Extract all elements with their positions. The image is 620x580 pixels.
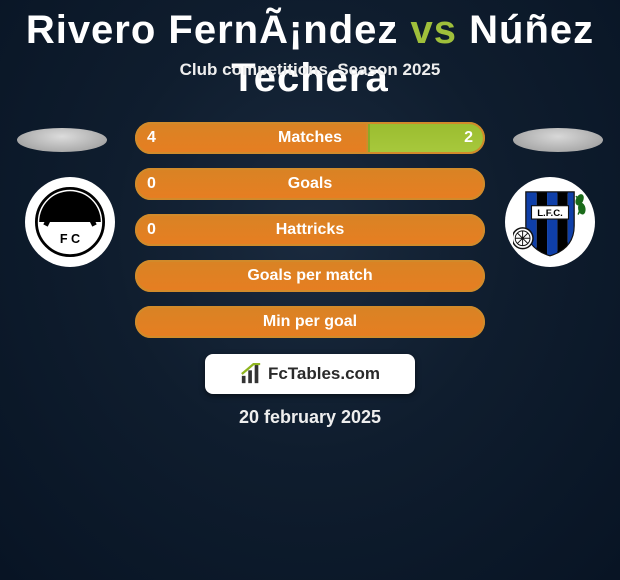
player1-name: Rivero FernÃ¡ndez (26, 8, 399, 52)
stat-label: Matches (278, 129, 342, 147)
stat-track: Min per goal (135, 306, 485, 338)
club-badge-left: F C (25, 177, 115, 267)
stat-value-right: 2 (464, 122, 473, 154)
stat-label: Min per goal (263, 313, 357, 331)
stat-value-left: 4 (147, 122, 156, 154)
lfc-badge-icon: L.F.C. (513, 185, 587, 259)
stat-row-min-per-goal: Min per goal (135, 306, 485, 338)
player2-color-chip (513, 128, 603, 152)
stat-track: Matches (135, 122, 485, 154)
stat-label: Goals per match (247, 267, 372, 285)
subtitle: Club competitions, Season 2025 (0, 60, 620, 80)
svg-text:L.F.C.: L.F.C. (537, 208, 563, 219)
date-text: 20 february 2025 (0, 407, 620, 428)
comparison-card: Rivero FernÃ¡ndez vs Núñez Techera Club … (0, 0, 620, 580)
stat-value-left: 0 (147, 168, 156, 200)
player1-color-chip (17, 128, 107, 152)
stat-value-left: 0 (147, 214, 156, 246)
svg-text:F C: F C (60, 232, 80, 246)
stat-track: Goals per match (135, 260, 485, 292)
club-badge-right: L.F.C. (505, 177, 595, 267)
stat-label: Hattricks (276, 221, 344, 239)
mw-badge-icon: F C (35, 187, 105, 257)
source-logo: FcTables.com (205, 354, 415, 394)
stat-row-goals-per-match: Goals per match (135, 260, 485, 292)
bar-chart-icon (240, 363, 262, 385)
stat-row-hattricks: 0 Hattricks (135, 214, 485, 246)
stat-row-goals: 0 Goals (135, 168, 485, 200)
stat-label: Goals (288, 175, 332, 193)
stat-track: Hattricks (135, 214, 485, 246)
page-title: Rivero FernÃ¡ndez vs Núñez Techera (0, 0, 620, 102)
stat-row-matches: 4 2 Matches (135, 122, 485, 154)
vs-separator: vs (411, 8, 458, 52)
stats-bars: 4 2 Matches 0 Goals 0 Hattricks Goals per match… (135, 122, 485, 352)
stat-track: Goals (135, 168, 485, 200)
source-logo-text: FcTables.com (268, 364, 380, 384)
